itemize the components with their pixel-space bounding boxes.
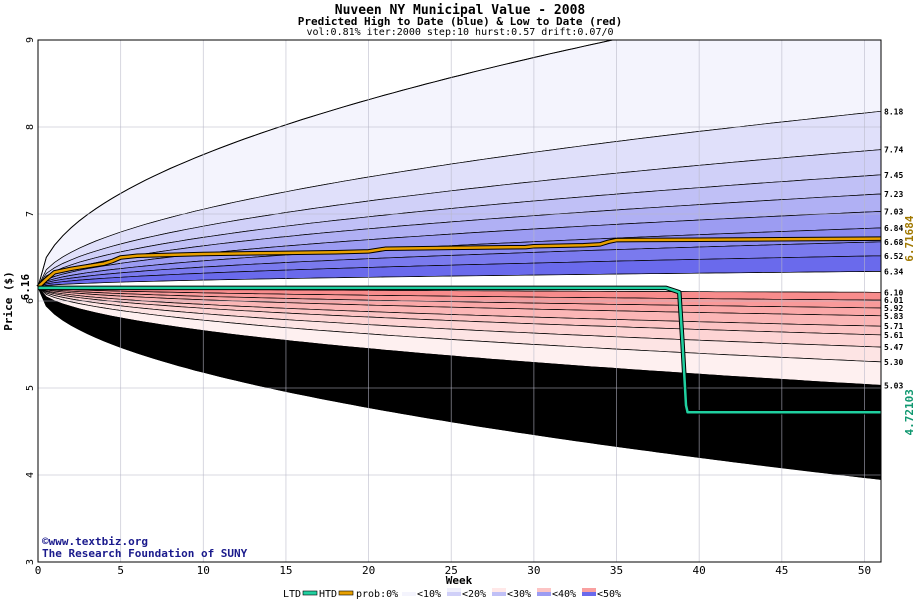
plot-border (37, 39, 882, 563)
legend-htd-swatch (338, 590, 354, 596)
legend-htd-label: HTD (319, 589, 337, 600)
legend-ltd-swatch (302, 590, 318, 596)
x-tick-label: 0 (35, 564, 42, 577)
legend-bin-swatch-red (402, 588, 416, 592)
band-end-label: 6.10 (884, 288, 903, 297)
legend-bin-swatch-red (537, 588, 551, 592)
x-tick-label: 5 (117, 564, 124, 577)
credit-organization: The Research Foundation of SUNY (42, 547, 248, 560)
legend-bin-swatch-red (447, 588, 461, 592)
band-end-label: 7.45 (884, 171, 903, 180)
x-tick-label: 25 (445, 564, 458, 577)
htd-line (37, 237, 882, 289)
band-end-label: 7.03 (884, 207, 903, 216)
band-end-label: 6.52 (884, 252, 903, 261)
band-end-label: 6.01 (884, 296, 903, 305)
chart-parameters: vol:0.81% iter:2000 step:10 hurst:0.57 d… (306, 27, 614, 38)
chart-subtitle: Predicted High to Date (blue) & Low to D… (297, 15, 623, 28)
legend-bin-label: <30% (507, 589, 531, 600)
legend-bin-label: <10% (417, 589, 441, 600)
chart-title: Nuveen NY Municipal Value - 2008 (334, 3, 586, 18)
band-end-label: 5.47 (884, 343, 903, 352)
band-end-label: 8.18 (884, 107, 903, 116)
y-axis-label: Price ($) (2, 271, 15, 331)
outer-high-line (38, 40, 616, 288)
x-tick-label: 10 (197, 564, 210, 577)
band-end-label: 5.71 (884, 322, 903, 331)
band-end-label: 5.03 (884, 381, 903, 390)
legend-bin-swatch-red (582, 588, 596, 592)
band-end-label: 6.34 (884, 267, 903, 276)
ltd-line (38, 286, 881, 414)
y-tick-label: 8 (25, 124, 36, 130)
band-end-label: 5.83 (884, 312, 903, 321)
x-tick-label: 40 (693, 564, 706, 577)
outer-low-line (38, 286, 881, 480)
x-tick-label: 20 (362, 564, 375, 577)
x-tick-label: 35 (610, 564, 623, 577)
legend-ltd-label: LTD (283, 589, 301, 600)
band-end-label: 5.92 (884, 304, 903, 313)
y-tick-label: 3 (25, 559, 36, 565)
y-tick-label: 5 (25, 385, 36, 391)
legend-bin-swatch-blue (537, 592, 551, 596)
legend-bin-label: <20% (462, 589, 486, 600)
y-tick-label: 4 (25, 472, 36, 478)
legend-bin-label: <50% (597, 589, 621, 600)
band-end-label: 5.30 (884, 358, 903, 367)
y-tick-label: 9 (25, 37, 36, 43)
start-price-label: 6.16 (19, 273, 32, 300)
ltd-final-label: 4.72103 (903, 389, 916, 435)
y-tick-label: 6 (25, 298, 36, 304)
y-tick-label: 7 (25, 211, 36, 217)
legend-bin-swatch-blue (402, 592, 416, 596)
band-end-label: 7.23 (884, 190, 903, 199)
band-end-label: 5.61 (884, 331, 903, 340)
credit-website: ©www.textbiz.org (42, 535, 148, 548)
legend-prob-label: prob:0% (356, 589, 398, 600)
legend-bin-swatch-blue (492, 592, 506, 596)
htd-final-label: 6.71684 (903, 215, 916, 262)
x-tick-label: 30 (527, 564, 540, 577)
x-tick-label: 15 (279, 564, 292, 577)
band-end-label: 6.68 (884, 238, 903, 247)
band-end-label: 7.74 (884, 146, 903, 155)
x-tick-label: 45 (775, 564, 788, 577)
legend-bin-swatch-blue (582, 592, 596, 596)
legend-bin-swatch-blue (447, 592, 461, 596)
legend-bin-label: <40% (552, 589, 576, 600)
x-tick-label: 50 (858, 564, 871, 577)
legend-bin-swatch-red (492, 588, 506, 592)
band-end-label: 6.84 (884, 224, 903, 233)
x-axis-label: Week (446, 574, 473, 587)
